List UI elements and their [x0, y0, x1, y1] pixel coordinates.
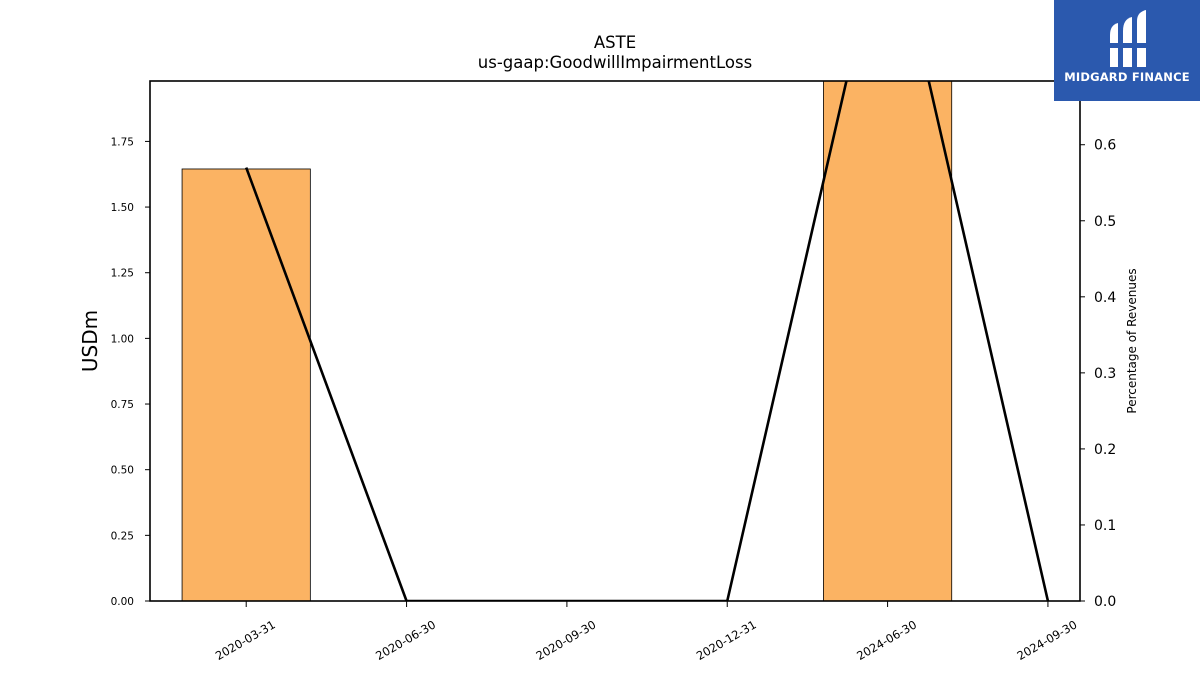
left-tick-label-1: 0.25 [111, 530, 134, 542]
bar-0 [181, 168, 311, 601]
left-tick-label-0: 0.00 [111, 596, 134, 608]
left-tick-label-6: 1.50 [111, 202, 134, 214]
x-tick-label-4: 2024-06-30 [854, 617, 919, 663]
left-axis-label: USDm [78, 310, 102, 372]
midgard-logo-icon [1108, 10, 1148, 67]
left-tick-label-7: 1.75 [111, 136, 134, 148]
x-tick-label-2: 2020-09-30 [534, 617, 599, 663]
right-axis-label: Percentage of Revenues [1125, 268, 1139, 413]
right-tick-label-0: 0.0 [1094, 594, 1116, 610]
x-tick-label-1: 2020-06-30 [373, 617, 438, 663]
chart-title: ASTE [594, 33, 636, 52]
left-tick-label-3: 0.75 [111, 399, 134, 411]
left-tick-label-5: 1.25 [111, 268, 134, 280]
left-tick-label-4: 1.00 [111, 333, 134, 345]
chart-subtitle: us-gaap:GoodwillImpairmentLoss [478, 53, 752, 72]
left-tick-label-2: 0.50 [111, 465, 134, 477]
logo-text: MIDGARD FINANCE [1064, 70, 1190, 84]
x-tick-label-5: 2024-09-30 [1015, 617, 1080, 663]
right-tick-label-2: 0.2 [1094, 442, 1116, 458]
right-tick-label-4: 0.4 [1094, 290, 1116, 306]
right-tick-label-1: 0.1 [1094, 518, 1116, 534]
x-tick-label-0: 2020-03-31 [213, 617, 278, 663]
line-series [244, 81, 1050, 601]
right-tick-label-3: 0.3 [1094, 366, 1116, 382]
plot-frame [149, 80, 1081, 602]
line-group [244, 81, 1050, 601]
midgard-finance-logo: MIDGARD FINANCE [1054, 0, 1200, 101]
right-tick-label-6: 0.6 [1094, 138, 1116, 154]
x-tick-label-3: 2020-12-31 [694, 617, 759, 663]
bars-group [181, 81, 953, 601]
right-tick-label-5: 0.5 [1094, 214, 1116, 230]
bar-4 [823, 81, 953, 601]
